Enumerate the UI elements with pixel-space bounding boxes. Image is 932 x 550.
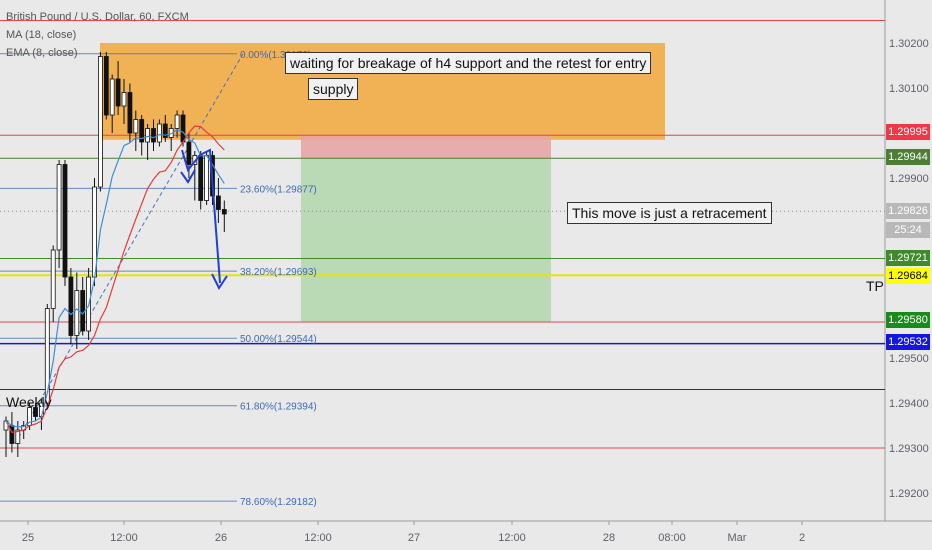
bear-candle	[62, 164, 68, 278]
legend-symbol: British Pound / U.S. Dollar, 60, FXCM	[6, 11, 189, 23]
bear-candle	[180, 114, 186, 143]
bull-candle	[74, 290, 80, 336]
price-tick-label: 1.29900	[889, 173, 929, 185]
bull-candle	[50, 249, 56, 309]
price-tick-label: 1.29300	[889, 443, 929, 455]
ema-8-line	[5, 128, 225, 428]
bear-candle	[215, 195, 221, 210]
price-badge-1: 1.29995	[886, 124, 930, 140]
bear-candle	[33, 407, 38, 417]
price-badge-6: 1.29532	[886, 334, 930, 350]
bear-candle	[80, 290, 86, 332]
bear-candle	[9, 425, 15, 444]
weekly-label: Weekly	[6, 394, 52, 410]
bull-candle	[121, 92, 127, 107]
time-tick-label: 26	[215, 532, 227, 544]
price-tick-label: 1.29400	[889, 398, 929, 410]
price-badge-4: 1.29684	[886, 268, 930, 284]
supply-note[interactable]: supply	[308, 78, 359, 100]
legend-ma: MA (18, close)	[6, 29, 77, 41]
bear-candle	[221, 209, 227, 215]
bull-candle	[145, 128, 151, 143]
fib-trend-line	[14, 53, 244, 444]
projection-arrow	[181, 148, 221, 284]
fib-label: 38.20%(1.29693)	[240, 267, 317, 278]
bull-candle	[98, 56, 103, 188]
bear-candle	[139, 119, 145, 143]
bear-candle	[198, 155, 204, 201]
bull-candle	[204, 155, 210, 201]
price-tick-label: 1.30200	[889, 38, 929, 50]
arrow-head-2	[211, 273, 228, 290]
time-tick-label: Mar	[728, 532, 747, 544]
fib-label: 0.00%(1.30176)	[240, 50, 311, 61]
fib-label: 23.60%(1.29877)	[240, 184, 317, 195]
price-tick-label: 1.29200	[889, 488, 929, 500]
time-tick-label: 2	[799, 532, 805, 544]
price-tick-label: 1.30100	[889, 83, 929, 95]
bull-candle	[15, 429, 21, 444]
time-tick-label: 12:00	[110, 532, 138, 544]
take-profit-zone	[301, 158, 551, 322]
bull-candle	[44, 308, 50, 404]
arrow-head-1	[180, 169, 196, 184]
bull-candle	[156, 123, 162, 143]
time-tick-label: 27	[408, 532, 420, 544]
current-price-badge: 1.29826	[886, 203, 930, 219]
bear-candle	[186, 141, 192, 165]
fib-label: 61.80%(1.29394)	[240, 402, 317, 413]
bear-candle	[162, 123, 168, 138]
stop-loss-zone	[301, 135, 551, 159]
bear-candle	[103, 56, 109, 116]
legend-ema: EMA (8, close)	[6, 47, 78, 59]
fib-label: 78.60%(1.29182)	[240, 497, 317, 508]
bear-candle	[115, 78, 121, 107]
price-badge-5: 1.29580	[886, 312, 930, 328]
time-tick-label: 25	[22, 532, 34, 544]
bear-candle	[127, 92, 133, 134]
bull-candle	[109, 78, 115, 116]
bull-candle	[133, 119, 139, 134]
entry-note[interactable]: waiting for breakage of h4 support and t…	[285, 52, 652, 74]
bull-candle	[56, 164, 62, 251]
fib-label: 50.00%(1.29544)	[240, 334, 317, 345]
time-tick-label: 12:00	[498, 532, 526, 544]
ma-18-line	[5, 125, 225, 433]
price-badge-3: 1.29721	[886, 250, 930, 266]
time-tick-label: 08:00	[658, 532, 686, 544]
time-tick-label: 28	[603, 532, 615, 544]
retracement-note[interactable]: This move is just a retracement	[567, 202, 772, 224]
countdown-badge: 25:24	[886, 222, 930, 238]
bear-candle	[151, 128, 156, 143]
bear-candle	[68, 276, 74, 336]
price-tick-label: 1.29500	[889, 353, 929, 365]
tp-label: TP	[866, 278, 884, 294]
price-badge-2: 1.29944	[886, 149, 930, 165]
bull-candle	[174, 114, 180, 129]
time-tick-label: 12:00	[304, 532, 332, 544]
